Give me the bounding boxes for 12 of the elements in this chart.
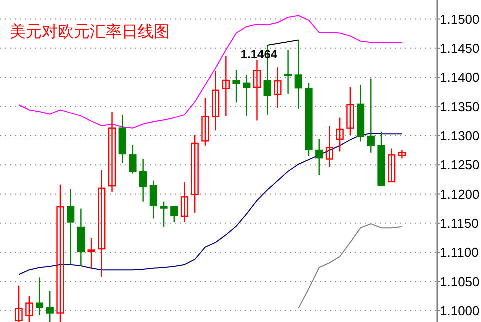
- y-tick-label: 1.1250: [440, 158, 480, 173]
- y-tick-label: 1.1050: [440, 274, 480, 290]
- y-tick-label: 1.1400: [440, 70, 480, 86]
- y-tick-label: 1.1350: [440, 99, 480, 114]
- y-tick-label: 1.1500: [440, 12, 480, 27]
- y-tick-label: 1.1100: [440, 245, 479, 260]
- y-tick-label: 1.1200: [440, 186, 480, 202]
- y-tick-label: 1.1000: [440, 303, 480, 318]
- y-tick-label: 1.1450: [440, 40, 480, 56]
- y-tick-label: 1.1150: [440, 216, 479, 231]
- y-tick-label: 1.1300: [440, 128, 480, 144]
- title: 美元对欧元汇率日线图: [10, 24, 170, 41]
